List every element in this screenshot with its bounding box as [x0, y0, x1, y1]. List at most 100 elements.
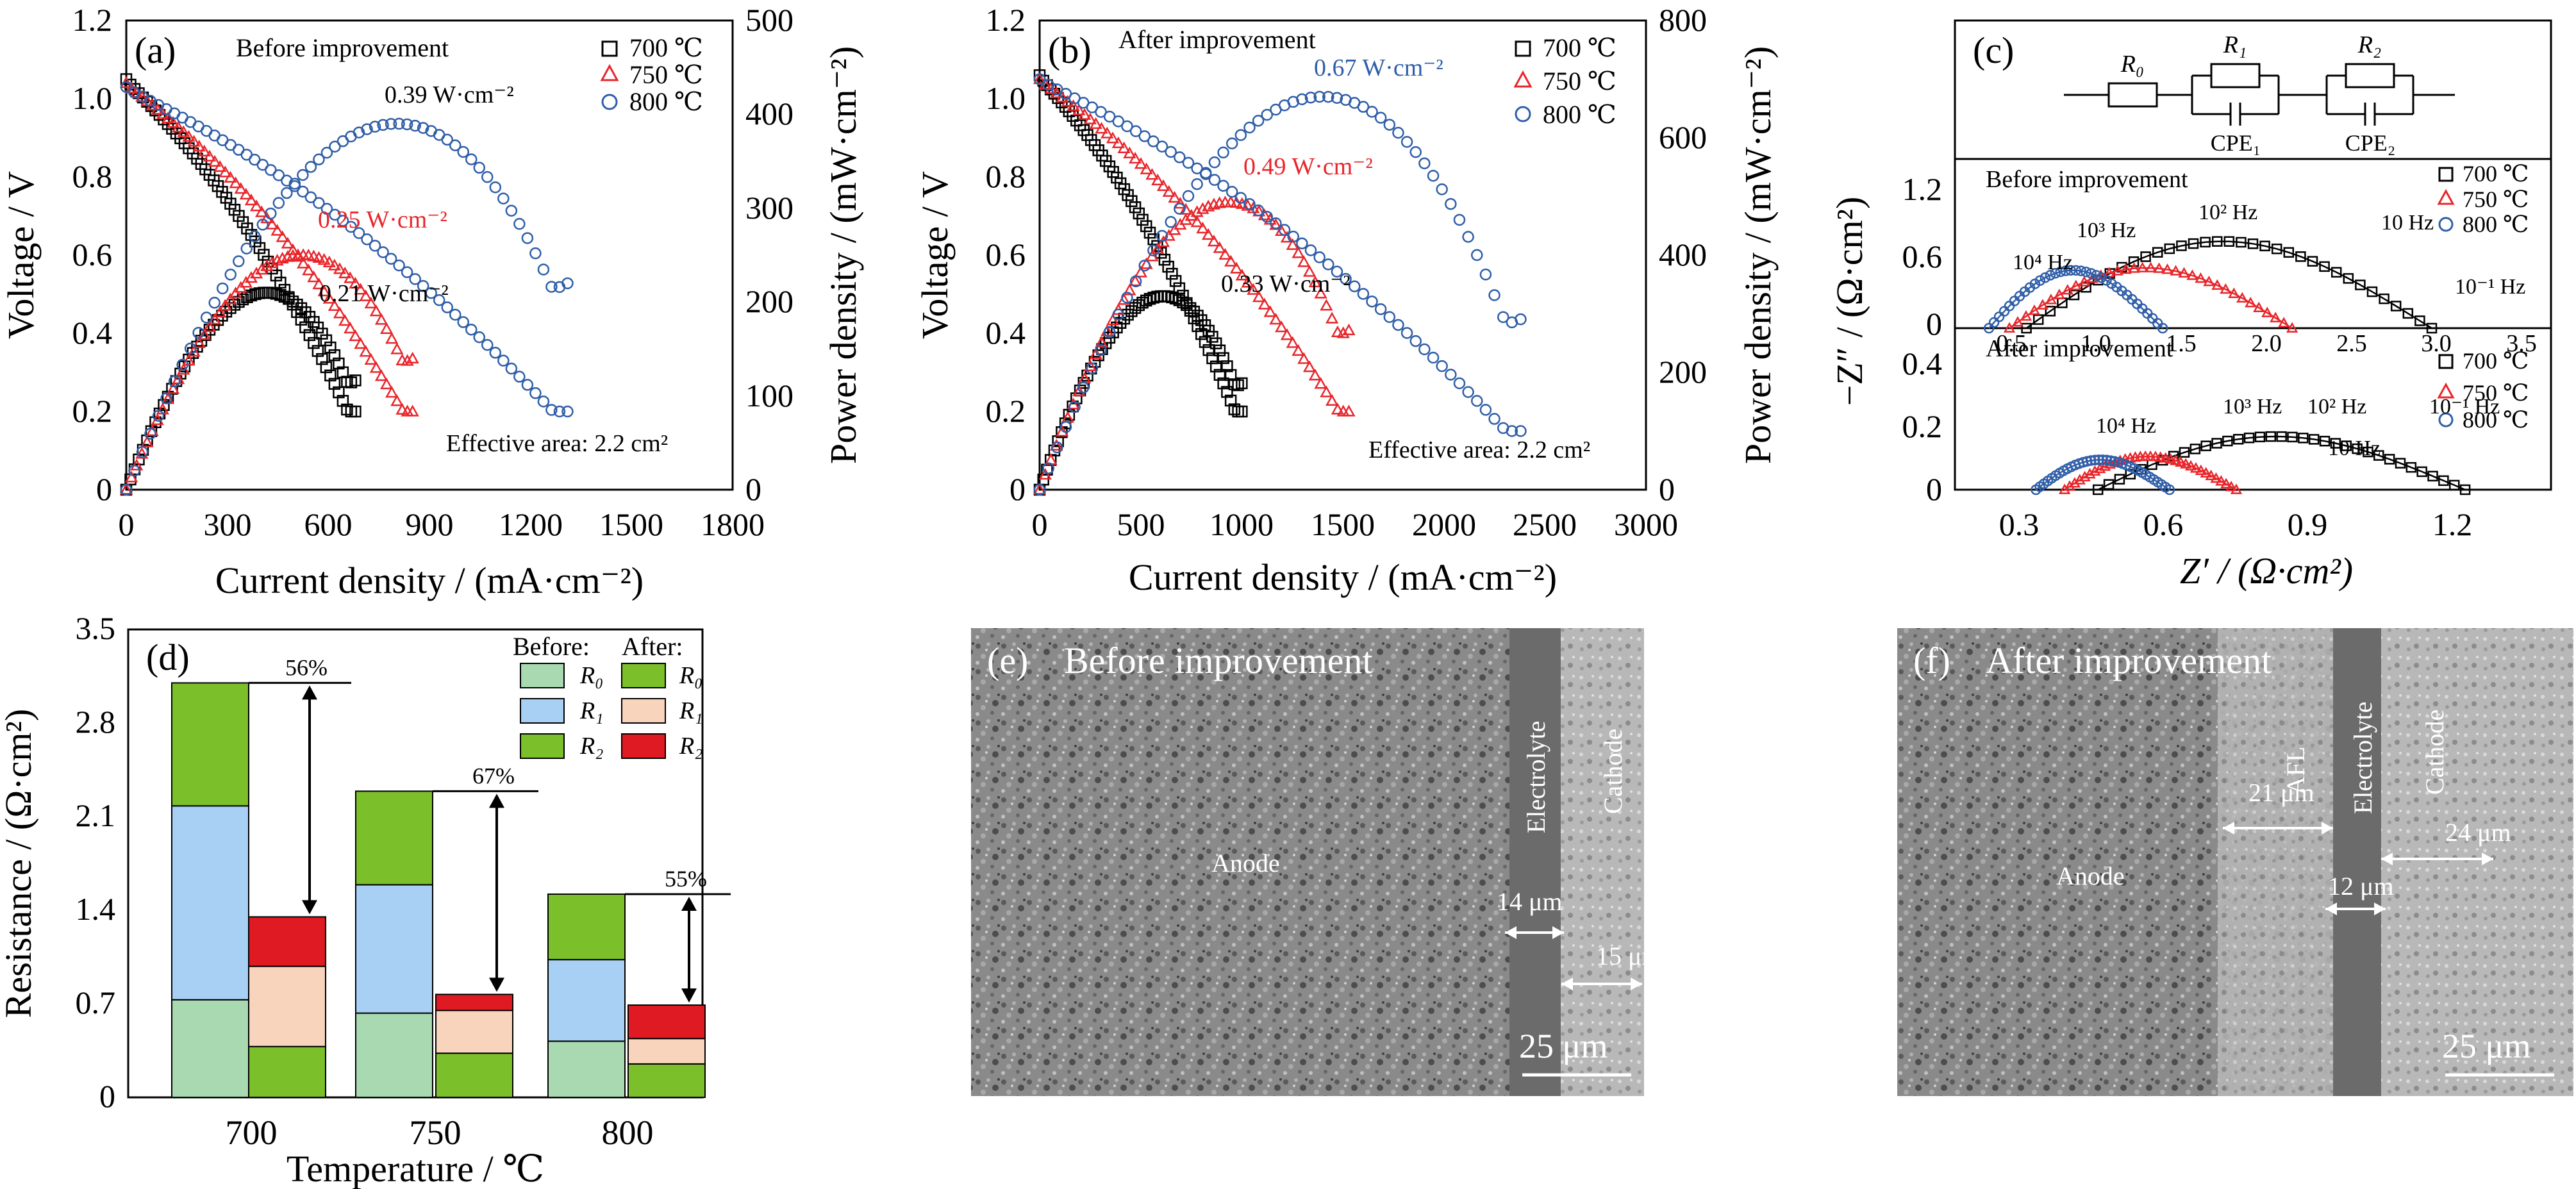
panel-a: 0 300 600 900 1200 1500 1800 0 0.2 0.4 0…	[0, 2, 864, 601]
panel-b-area-note: Effective area: 2.2 cm²	[1368, 437, 1590, 463]
panel-c-bottom-xtick: 1.2	[2432, 506, 2473, 542]
nyquist-point-700	[2341, 440, 2352, 451]
voltage-point-800	[304, 191, 317, 204]
sem-cathode-region	[1561, 628, 1644, 1096]
voltage-point-750	[1218, 247, 1232, 260]
panel-f-dim2-label: 12 μm	[2328, 872, 2394, 901]
voltage-point-750	[312, 277, 326, 290]
panel-a-peak-label-750: 0.25 W·cm⁻²	[318, 206, 447, 233]
power-point-700	[1221, 360, 1233, 372]
voltage-point-700	[320, 361, 333, 374]
power-point-800	[1409, 146, 1422, 158]
voltage-point-700	[1118, 183, 1131, 195]
power-point-700	[237, 293, 249, 306]
frequency-label: 10² Hz	[2307, 395, 2366, 419]
legend-label: 700 ℃	[629, 33, 703, 62]
power-point-700	[270, 288, 283, 300]
voltage-point-750	[1302, 360, 1317, 372]
legend-marker-800	[1515, 106, 1531, 122]
power-point-750	[1342, 323, 1356, 336]
voltage-point-750	[1325, 394, 1339, 406]
reduction-arrow-head	[489, 977, 504, 992]
voltage-point-800	[1033, 73, 1046, 85]
nyquist-point-700	[2211, 438, 2222, 449]
panel-d-ytick: 3.5	[76, 610, 116, 646]
power-point-750	[1134, 265, 1148, 278]
voltage-point-800	[1278, 224, 1291, 236]
bar-after-800-r2	[627, 1004, 706, 1040]
voltage-point-750	[239, 187, 253, 200]
voltage-point-800	[1348, 280, 1361, 292]
panel-a-ytick: 0.4	[72, 315, 113, 351]
nyquist-point-700	[2179, 447, 2190, 458]
power-point-800	[1488, 289, 1500, 301]
panel-b-ylabel-right: Power density / (mW·cm⁻²)	[1737, 46, 1779, 464]
voltage-point-800	[1313, 251, 1325, 263]
bar-before-800-r1	[547, 959, 626, 1042]
voltage-point-750	[1320, 385, 1333, 397]
nyquist-point-700	[2395, 458, 2406, 469]
voltage-point-800	[1103, 110, 1116, 123]
power-point-800	[1033, 483, 1046, 496]
voltage-point-800	[545, 404, 558, 416]
voltage-point-800	[521, 379, 534, 391]
voltage-point-700	[1122, 189, 1134, 201]
panel-b-y2tick: 200	[1659, 354, 1707, 390]
power-point-800	[361, 123, 373, 135]
nyquist-fit-line-750	[2064, 455, 2237, 491]
frequency-label: 10⁻¹ Hz	[2429, 395, 2500, 419]
panel-c-bottom-condition: After improvement	[1986, 335, 2173, 362]
panel-a-ylabel-left: Voltage / V	[0, 171, 42, 339]
voltage-point-750	[166, 116, 180, 128]
nyquist-point-700	[2352, 443, 2363, 454]
voltage-point-750	[333, 306, 347, 319]
panel-b-label: (b)	[1048, 29, 1092, 71]
power-point-800	[1103, 326, 1116, 338]
voltage-point-700	[1133, 207, 1145, 220]
nyquist-point-700	[2427, 470, 2438, 482]
voltage-point-800	[313, 197, 325, 209]
panel-d-legend: Before: After: R₀ R₀ R₁ R₁ R₂ R₂	[513, 632, 702, 760]
nyquist-point-700	[2068, 289, 2080, 301]
panel-c-bottom-xticks: 0.3 0.6 0.9 1.2	[1999, 506, 2473, 542]
power-point-700	[1188, 305, 1201, 318]
legend-label: 700 ℃	[2463, 348, 2529, 374]
panel-c-ylabel: −Z″ / (Ω·cm²)	[1829, 197, 1870, 406]
voltage-point-750	[177, 125, 190, 137]
power-point-800	[1182, 190, 1195, 203]
panel-e: (e) Before improvement Anode Electrolyte…	[971, 628, 1662, 1096]
panel-b-xtick: 500	[1117, 506, 1165, 542]
nyquist-point-700	[2295, 251, 2306, 262]
panel-e-anode-label: Anode	[1211, 849, 1280, 877]
nyquist-point-700	[2448, 479, 2460, 491]
voltage-point-750	[1072, 103, 1086, 115]
power-point-700	[1169, 292, 1182, 305]
panel-c-label: (c)	[1973, 29, 2014, 71]
voltage-point-800	[337, 215, 349, 227]
voltage-point-750	[1252, 290, 1266, 303]
panel-a-xtick: 0	[119, 506, 135, 542]
power-point-750	[182, 353, 195, 366]
power-point-700	[1217, 352, 1229, 364]
voltage-point-700	[274, 276, 287, 289]
voltage-point-700	[312, 345, 324, 357]
voltage-point-800	[553, 405, 566, 418]
voltage-point-700	[1166, 267, 1178, 280]
voltage-point-750	[172, 121, 185, 133]
power-point-750	[203, 320, 217, 332]
panel-a-peak-label-700: 0.21 W·cm⁻²	[319, 280, 449, 307]
nyquist-point-700	[2283, 247, 2295, 258]
voltage-point-750	[1067, 99, 1080, 112]
panel-b-ytick: 0.6	[986, 237, 1026, 272]
power-point-750	[270, 254, 284, 266]
voltage-point-700	[1129, 201, 1142, 213]
power-point-750	[1117, 293, 1131, 305]
panel-c-top-ytick: 1.2	[1902, 171, 1943, 207]
voltage-point-750	[1229, 262, 1243, 274]
voltage-point-750	[1258, 297, 1272, 310]
bar-before-750-r0	[355, 1012, 433, 1098]
voltage-point-800	[1357, 288, 1370, 300]
nyquist-point-700	[2459, 484, 2471, 495]
power-point-800	[1234, 129, 1247, 142]
power-point-750	[1095, 335, 1108, 348]
